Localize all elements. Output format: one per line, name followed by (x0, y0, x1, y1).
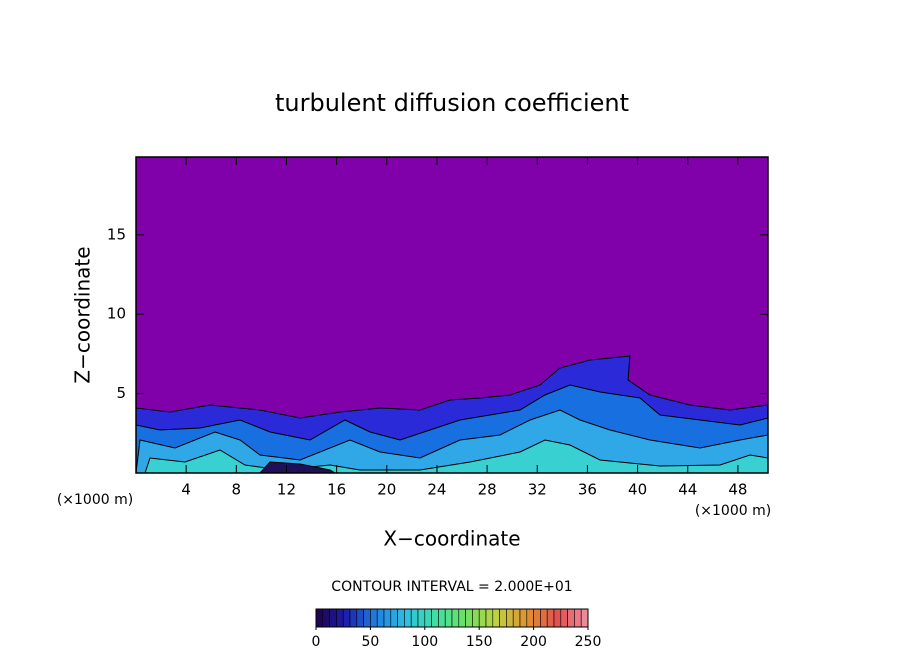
colorbar-cell (567, 608, 575, 628)
x-tick-label: 40 (628, 481, 647, 499)
colorbar-cell (410, 608, 419, 628)
x-tick-label: 32 (528, 481, 547, 499)
y-tick-label: 15 (107, 225, 126, 243)
colorbar-tick-label: 250 (575, 634, 602, 650)
colorbar-cell (363, 608, 371, 628)
colorbar-cell (553, 608, 562, 628)
x-tick-label: 48 (728, 481, 747, 499)
colorbar-tick-label: 100 (411, 634, 438, 650)
colorbar-cell (465, 608, 473, 628)
y-axis-label: Z−coordinate (71, 246, 95, 383)
x-tick-label: 24 (427, 481, 446, 499)
colorbar-cell (560, 608, 568, 628)
plot-frame (135, 156, 769, 474)
colorbar-cell (472, 608, 480, 628)
colorbar-cell (526, 608, 534, 628)
y-unit-label: (×1000 m) (57, 492, 133, 508)
colorbar-cell (417, 608, 426, 628)
colorbar-tick-label: 150 (466, 634, 493, 650)
colorbar-frame (315, 608, 589, 628)
colorbar-cell (519, 608, 528, 628)
colorbar-tick-label: 50 (361, 634, 379, 650)
x-tick-label: 36 (578, 481, 597, 499)
turbulent-layer (135, 355, 769, 474)
colorbar-cell (458, 608, 466, 628)
colorbar-cell (431, 608, 439, 628)
colorbar-cell (397, 608, 405, 628)
colorbar-cell (444, 608, 453, 628)
y-tick-label: 10 (107, 305, 126, 323)
colorbar-tick-label: 200 (520, 634, 547, 650)
x-axis-label: X−coordinate (383, 527, 520, 551)
colorbar-cell (376, 608, 385, 628)
colorbar-cell (478, 608, 487, 628)
colorbar-cell (322, 608, 330, 628)
colorbar-cell (492, 608, 500, 628)
colorbar-cell (512, 608, 521, 628)
contour-interval: CONTOUR INTERVAL = 2.000E+01 (331, 579, 572, 595)
colorbar-cell (404, 608, 412, 628)
colorbar-cell (451, 608, 460, 628)
colorbar-cell (370, 608, 378, 628)
chart-title: turbulent diffusion coefficient (275, 89, 629, 117)
y-tick-label: 5 (116, 384, 126, 402)
plot-area (135, 156, 769, 474)
colorbar-cell (533, 608, 541, 628)
colorbar-cell (506, 608, 514, 628)
colorbar-cell (580, 608, 589, 628)
colorbar-tick-label: 0 (312, 634, 321, 650)
colorbar-cell (390, 608, 398, 628)
x-tick-label: 20 (377, 481, 396, 499)
x-tick-label: 4 (181, 481, 191, 499)
colorbar-cell (424, 608, 432, 628)
colorbar-cell (383, 608, 392, 628)
x-tick-label: 28 (478, 481, 497, 499)
colorbar-cell (499, 608, 507, 628)
colorbar-cell (342, 608, 351, 628)
colorbar-cell (329, 608, 337, 628)
colorbar-cell (349, 608, 358, 628)
colorbar-cell (540, 608, 548, 628)
colorbar-cell (315, 608, 324, 628)
x-tick-label: 16 (327, 481, 346, 499)
x-unit-label: (×1000 m) (695, 503, 771, 519)
x-tick-label: 44 (678, 481, 697, 499)
colorbar-cell (438, 608, 446, 628)
x-tick-label: 8 (232, 481, 242, 499)
colorbar-cell (546, 608, 555, 628)
colorbar-cell (574, 608, 582, 628)
colorbar-cell (485, 608, 494, 628)
x-tick-label: 12 (277, 481, 296, 499)
colorbar-cell (356, 608, 364, 628)
colorbar-cell (336, 608, 344, 628)
